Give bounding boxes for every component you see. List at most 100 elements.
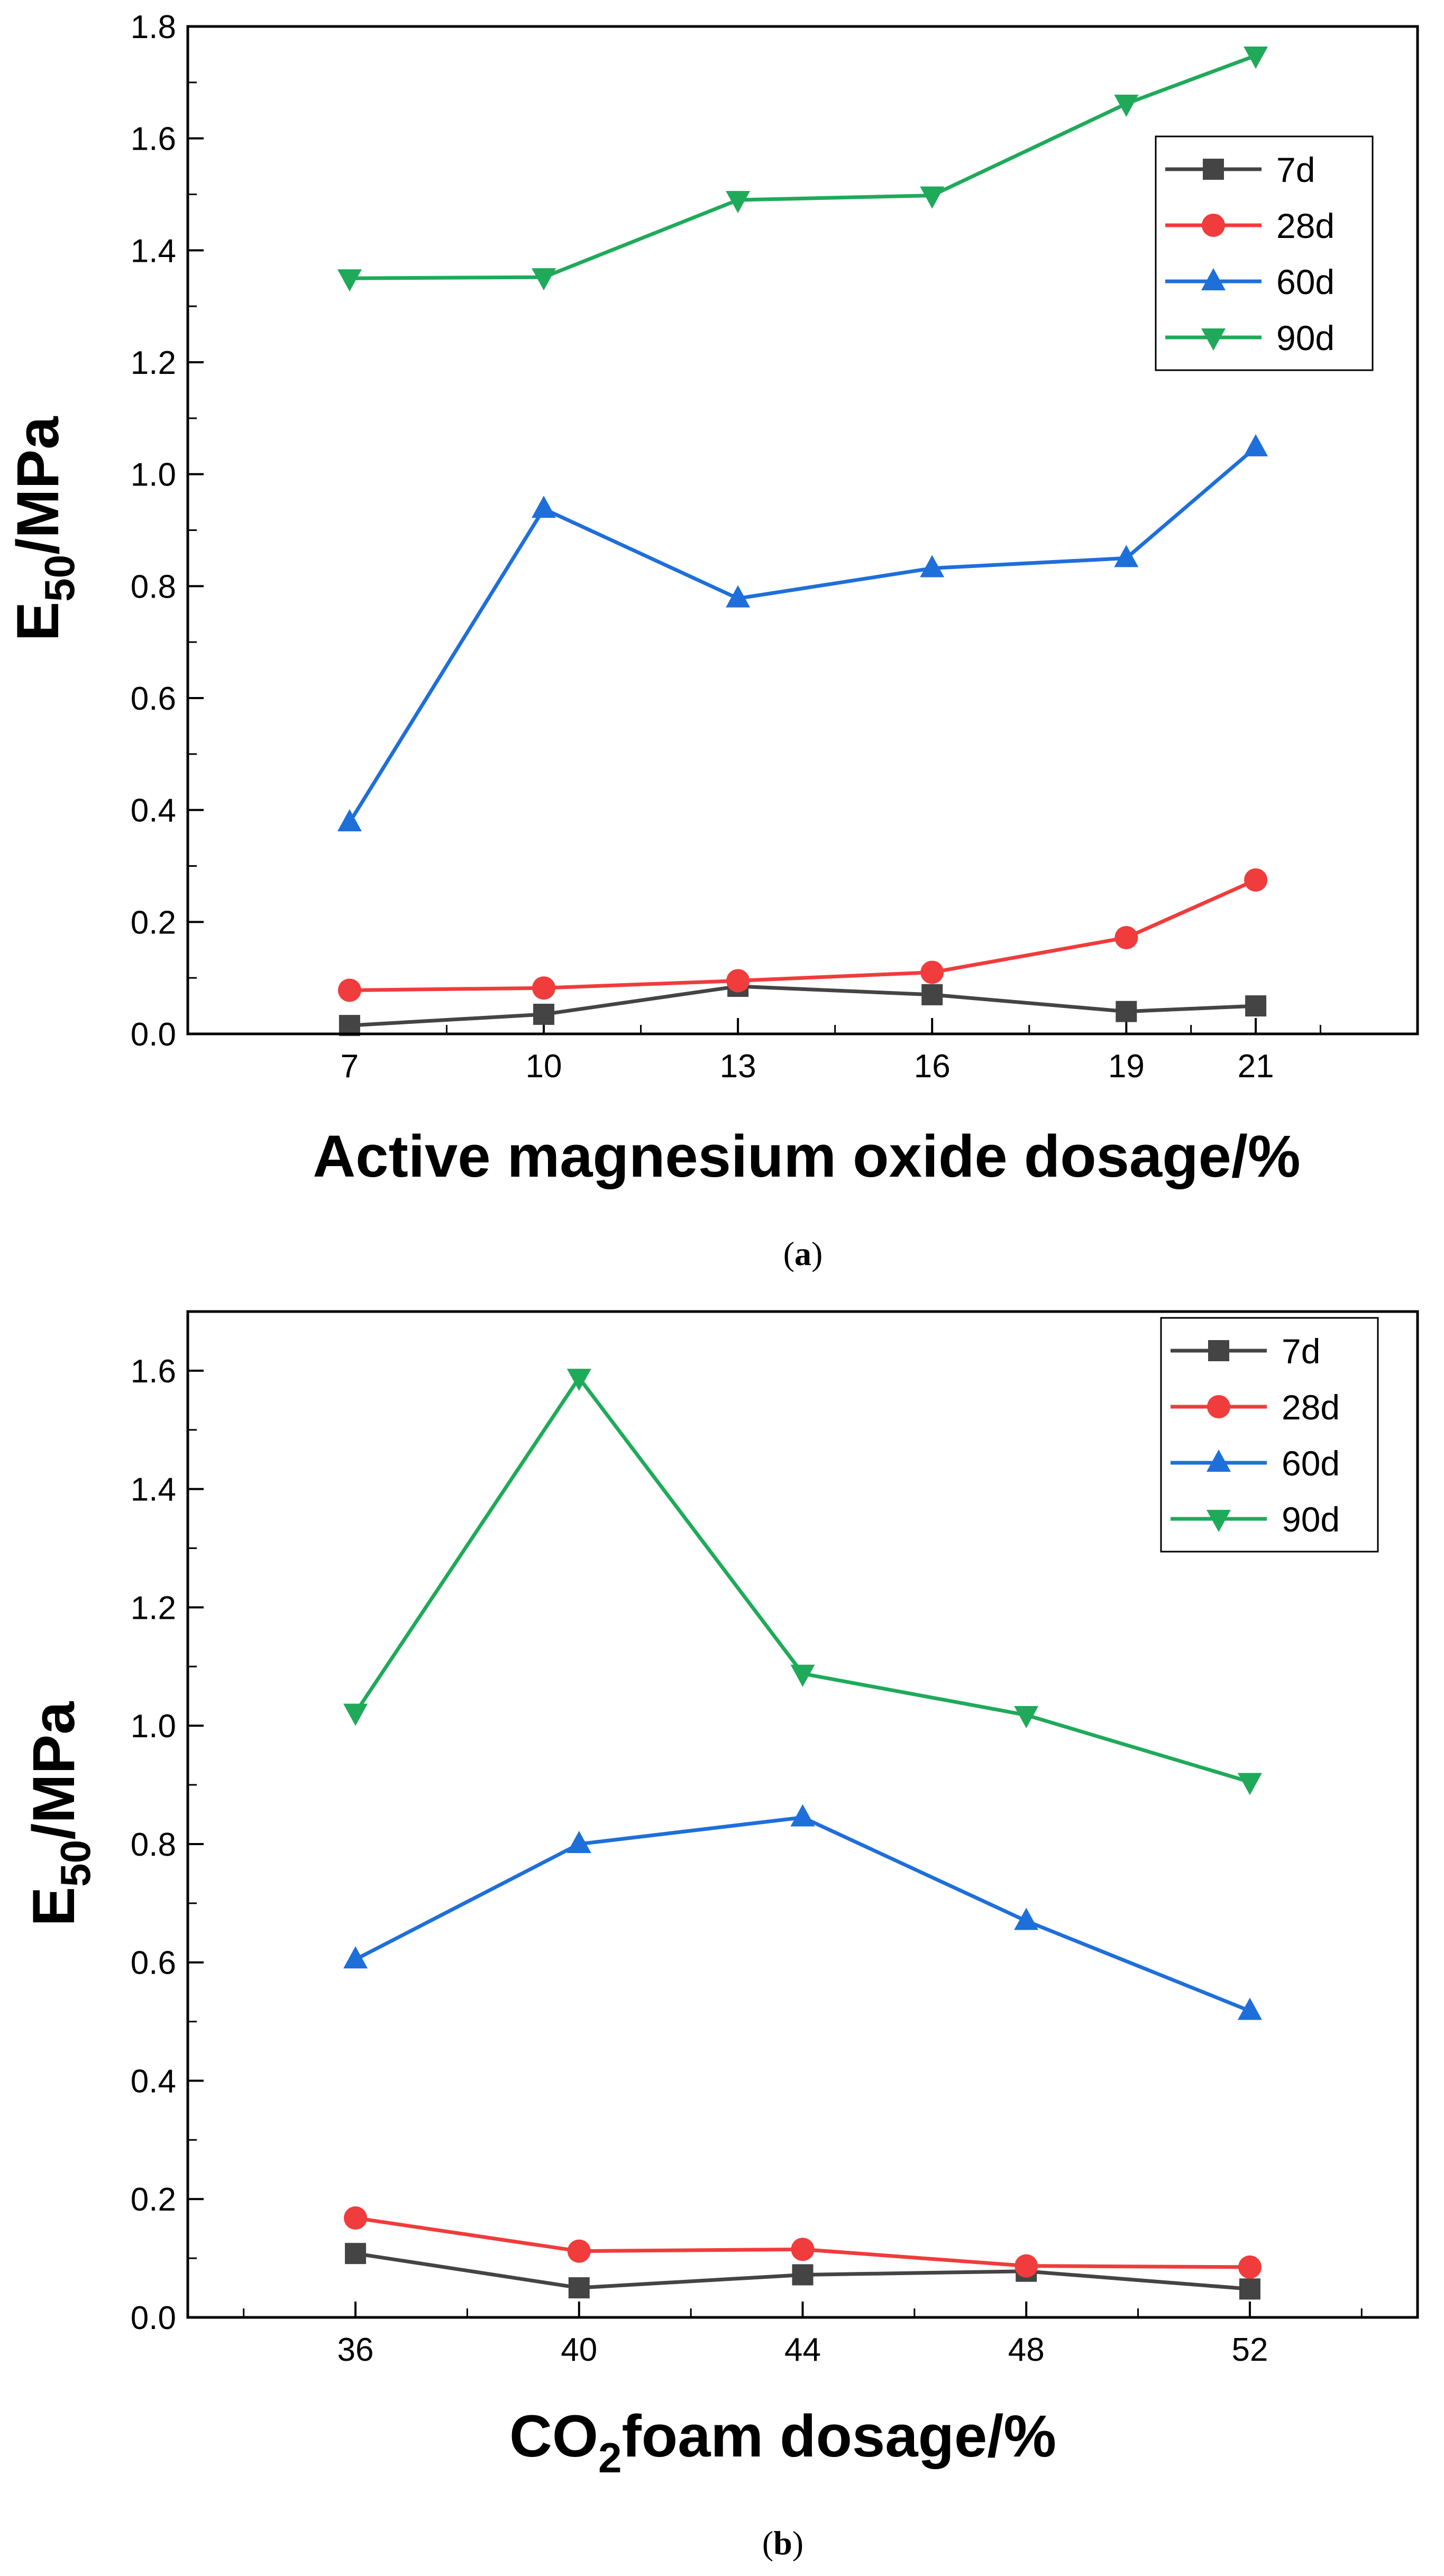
a-y-tick-label: 1.0	[131, 457, 176, 493]
a-point-28d	[532, 976, 556, 1000]
a-y-tick-label: 0.2	[131, 904, 176, 941]
b-point-90d	[343, 1703, 368, 1726]
b-series-line-90d	[354, 1376, 1250, 1784]
b-x-tick-label: 48	[1008, 2332, 1045, 2368]
b-y-axis-title: E50/MPa	[21, 1701, 99, 1927]
b-y-tick-label: 0.6	[131, 1945, 176, 1982]
a-y-tick-label: 0.0	[131, 1016, 176, 1053]
a-legend: 7d 28d 60d 90d	[1155, 135, 1374, 371]
a-y-tick-label: 1.4	[131, 233, 176, 269]
b-point-60d	[1014, 1908, 1039, 1930]
b-x-axis-title: CO2foam dosage/%	[509, 2403, 1056, 2481]
b-point-90d	[1237, 1773, 1262, 1795]
a-point-28d	[920, 960, 944, 984]
chart-panel-b: 0.0 0.2 0.4 0.6 0.8 1.0 1.2 1.4 1.6 36 40 44 48 52 7d…	[21, 1310, 1419, 2562]
b-legend-marker-60d	[1207, 1450, 1231, 1472]
b-point-7d	[568, 2277, 590, 2299]
a-tick-labels: 0.0 0.2 0.4 0.6 0.8 1.0 1.2 1.4 1.6 1.8 7 10 13 16 19 2…	[131, 9, 1274, 1085]
b-point-7d	[792, 2264, 814, 2286]
b-x-tick-label: 44	[784, 2332, 821, 2368]
b-legend-marker-7d	[1208, 1340, 1229, 1361]
a-series-line-60d	[348, 446, 1257, 823]
a-point-28d	[1114, 925, 1138, 949]
a-point-60d	[920, 555, 945, 577]
a-point-60d	[1244, 434, 1268, 456]
b-point-28d	[567, 2239, 591, 2263]
a-point-28d	[726, 969, 750, 993]
b-legend-marker-28d	[1207, 1395, 1230, 1418]
a-point-7d	[921, 984, 943, 1005]
a-x-tick-label: 13	[720, 1048, 756, 1085]
b-point-28d	[791, 2238, 815, 2261]
a-point-28d	[1244, 868, 1268, 892]
b-y-tick-label: 0.8	[131, 1827, 176, 1863]
a-legend-label-90d: 90d	[1276, 318, 1335, 357]
a-y-axis-title: E50/MPa	[5, 416, 83, 641]
a-legend-label-7d: 7d	[1276, 150, 1315, 189]
a-point-60d	[337, 809, 362, 831]
a-y-tick-label: 0.8	[131, 569, 176, 605]
a-x-tick-label: 19	[1108, 1048, 1145, 1085]
a-caption: (a)	[783, 1235, 823, 1272]
a-point-90d	[920, 186, 945, 209]
chart-panel-a: 0.0 0.2 0.4 0.6 0.8 1.0 1.2 1.4 1.6 1.8 7 10 13 16 19 2…	[5, 9, 1419, 1272]
a-legend-label-60d: 60d	[1276, 262, 1335, 301]
a-x-tick-label: 16	[914, 1048, 951, 1085]
b-legend-marker-90d	[1207, 1510, 1231, 1532]
b-x-tick-label: 52	[1231, 2332, 1268, 2368]
a-legend-marker-7d	[1203, 159, 1224, 180]
a-point-90d	[1114, 95, 1139, 117]
b-point-7d	[1239, 2278, 1260, 2300]
a-ticks	[188, 25, 1321, 1035]
a-point-90d	[532, 268, 556, 291]
a-legend-label-28d: 28d	[1276, 206, 1335, 245]
b-point-28d	[1015, 2254, 1038, 2278]
b-point-90d	[1014, 1706, 1039, 1729]
b-point-60d	[566, 1830, 591, 1853]
b-point-90d	[790, 1664, 815, 1687]
b-x-tick-label: 40	[561, 2332, 597, 2368]
b-caption: (b)	[762, 2524, 803, 2562]
b-y-tick-label: 1.2	[131, 1590, 176, 1626]
b-y-tick-label: 0.0	[131, 2300, 176, 2336]
b-point-60d	[790, 1804, 815, 1827]
a-point-60d	[726, 585, 751, 608]
b-point-28d	[1238, 2255, 1262, 2279]
a-plot-frame	[186, 25, 1419, 1035]
a-legend-box	[1155, 135, 1374, 371]
a-point-90d	[726, 191, 751, 214]
a-x-tick-label: 21	[1238, 1048, 1274, 1085]
a-series-line-90d	[349, 53, 1257, 280]
a-point-60d	[532, 496, 556, 518]
b-legend-label-7d: 7d	[1282, 1332, 1320, 1371]
a-point-7d	[1116, 1001, 1137, 1022]
a-point-90d	[337, 269, 362, 292]
b-legend-box	[1160, 1317, 1379, 1553]
a-legend-marker-60d	[1201, 268, 1226, 290]
b-legend-label-28d: 28d	[1282, 1388, 1340, 1427]
a-y-tick-label: 1.2	[131, 345, 176, 381]
b-legend-label-90d: 90d	[1282, 1500, 1340, 1539]
b-legend-label-60d: 60d	[1282, 1444, 1340, 1483]
b-y-tick-label: 0.2	[131, 2181, 176, 2218]
b-point-60d	[343, 1946, 368, 1969]
b-point-90d	[566, 1369, 591, 1391]
a-x-tick-label: 7	[341, 1048, 359, 1085]
a-y-tick-label: 1.6	[131, 121, 176, 158]
b-x-tick-label: 36	[337, 2332, 374, 2368]
a-point-28d	[337, 978, 361, 1002]
a-point-7d	[1245, 995, 1267, 1017]
a-point-7d	[533, 1003, 555, 1025]
a-point-7d	[339, 1015, 360, 1037]
b-legend: 7d 28d 60d 90d	[1160, 1317, 1379, 1553]
b-series-line-60d	[354, 1816, 1251, 2013]
b-y-tick-label: 0.4	[131, 2063, 176, 2100]
b-tick-labels: 0.0 0.2 0.4 0.6 0.8 1.0 1.2 1.4 1.6 36 40 44 48 52	[131, 1353, 1268, 2368]
b-y-tick-label: 1.6	[131, 1353, 176, 1390]
a-point-90d	[1244, 47, 1268, 69]
b-series-group	[343, 1369, 1262, 2300]
a-series-group	[337, 47, 1268, 1037]
a-y-tick-label: 0.6	[131, 681, 176, 717]
a-series-line-7d	[349, 984, 1256, 1028]
